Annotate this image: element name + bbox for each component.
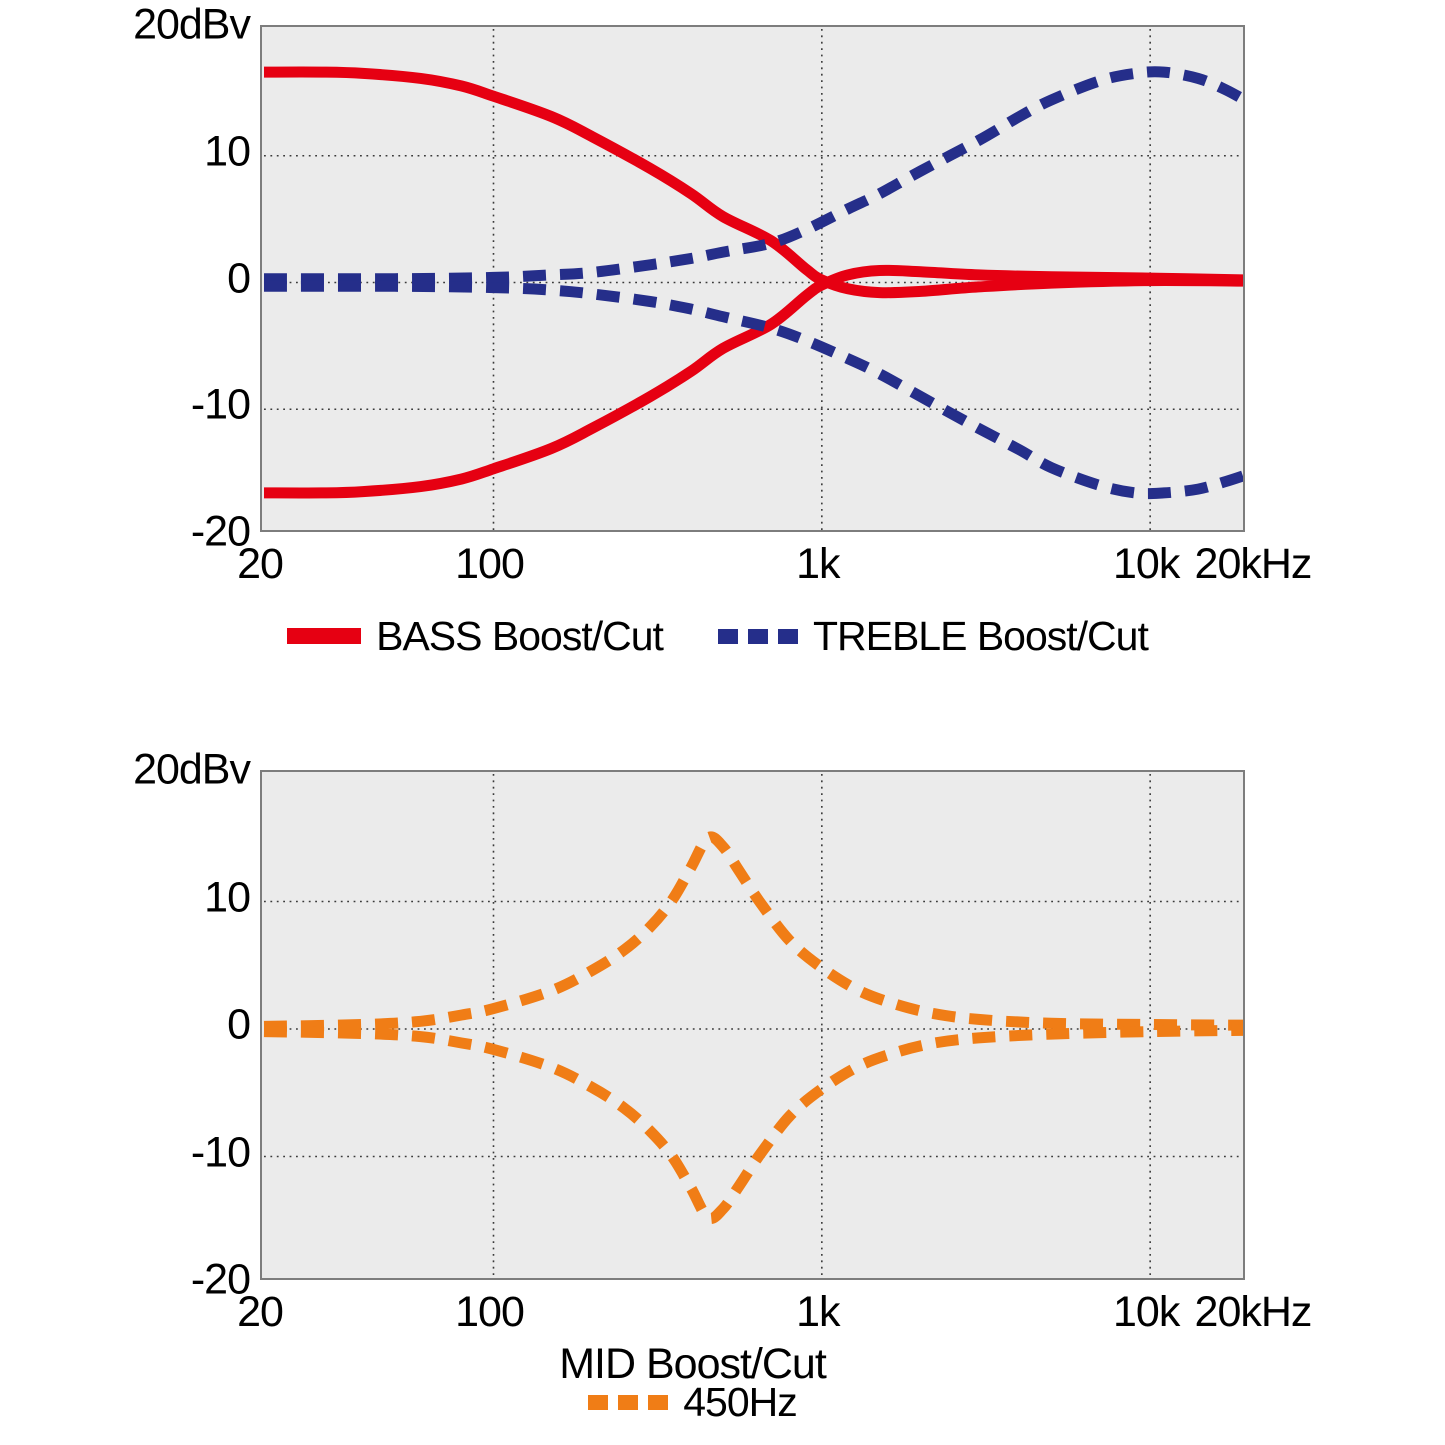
y-tick-label-20dBv: 20dBv: [133, 0, 251, 49]
y-tick-label-20dBv: 20dBv: [133, 745, 251, 794]
legend-item-bass-boost-cut: BASS Boost/Cut: [287, 612, 664, 659]
x-tick-label-100: 100: [455, 540, 525, 588]
bass-treble-legend: BASS Boost/Cut TREBLE Boost/Cut: [190, 612, 1245, 660]
x-tick-label-10k: 10k: [1112, 540, 1180, 588]
x-tick-label-20kHz: 20kHz: [1194, 1288, 1313, 1336]
x-tick-label-100: 100: [455, 1288, 525, 1336]
legend-label: 450Hz: [683, 1378, 798, 1425]
mid-boost-cut-response-canvas: [263, 774, 1243, 1278]
x-tick-label-20: 20: [237, 1288, 284, 1336]
treble-boost-curve: [263, 66, 1243, 285]
y-tick-label--20: -20: [190, 1255, 251, 1304]
legend-dash-segment: [717, 628, 738, 644]
legend-label: BASS Boost/Cut: [376, 612, 664, 659]
legend-dash-segment: [648, 1394, 669, 1410]
legend-dash-segment: [588, 1394, 609, 1410]
legend-label: TREBLE Boost/Cut: [812, 612, 1149, 659]
legend-dash-segment: [777, 628, 798, 644]
mid-x-axis-title-text: MID Boost/Cut: [559, 1340, 827, 1388]
legend-solid-line-swatch: [287, 628, 362, 644]
legend-dashed-line-swatch: [717, 628, 798, 644]
y-tick-label-10: 10: [204, 873, 251, 921]
mid-plot-area: [260, 770, 1245, 1280]
x-tick-label-1k: 1k: [796, 1288, 840, 1336]
bass-treble-plot-area: [260, 25, 1245, 532]
x-tick-label-1k: 1k: [796, 540, 840, 588]
x-tick-label-20kHz: 20kHz: [1194, 540, 1313, 588]
legend-dash-segment: [747, 628, 768, 644]
y-tick-label-10: 10: [204, 127, 251, 176]
legend-dash-segment: [618, 1394, 639, 1410]
legend-item-treble-boost-cut: TREBLE Boost/Cut: [717, 612, 1149, 659]
bass-cut-curve: [263, 264, 1243, 499]
bass-boost-curve: [263, 66, 1243, 299]
treble-cut-curve: [263, 280, 1243, 500]
y-tick-label--10: -10: [190, 380, 251, 429]
x-tick-label-10k: 10k: [1112, 1288, 1180, 1336]
legend-item-450hz: 450Hz: [588, 1378, 798, 1425]
mid-chart-x-axis-title: MID Boost/Cut: [140, 1343, 1245, 1386]
legend-dashed-line-swatch: [588, 1394, 669, 1410]
y-tick-label-0: 0: [227, 1000, 251, 1049]
bass-treble-boost-cut-response-canvas: [263, 29, 1243, 530]
y-tick-label--10: -10: [190, 1128, 251, 1176]
x-tick-label-20: 20: [237, 540, 284, 588]
mid-cut-curve: [263, 1024, 1243, 1225]
y-tick-label-0: 0: [227, 254, 251, 302]
mid-legend: 450Hz: [140, 1381, 1245, 1423]
mid-boost-curve: [263, 831, 1243, 1032]
y-tick-label--20: -20: [190, 507, 251, 556]
